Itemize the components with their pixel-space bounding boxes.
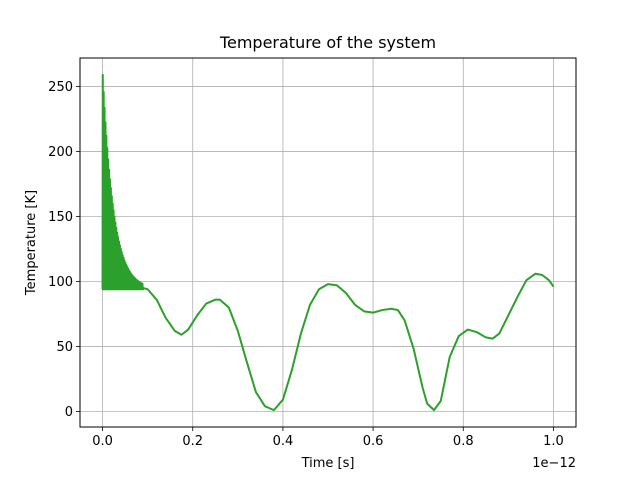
temperature-series-line bbox=[101, 73, 555, 412]
x-tick-label: 0.4 bbox=[273, 434, 294, 449]
axes-frame bbox=[79, 57, 577, 428]
x-tick-label: 0.2 bbox=[182, 434, 203, 449]
x-axis-offset-label: 1e−12 bbox=[532, 456, 576, 471]
y-tick-label: 100 bbox=[48, 275, 73, 290]
y-tick-label: 200 bbox=[48, 145, 73, 160]
plot-area bbox=[101, 73, 555, 412]
grid bbox=[80, 58, 576, 427]
x-tick-label: 1.0 bbox=[543, 434, 564, 449]
x-tick-label: 0.0 bbox=[92, 434, 113, 449]
chart-title: Temperature of the system bbox=[219, 33, 436, 52]
y-tick-label: 250 bbox=[48, 80, 73, 95]
y-tick-label: 150 bbox=[48, 210, 73, 225]
y-tick-label: 0 bbox=[65, 405, 73, 420]
x-tick-label: 0.8 bbox=[453, 434, 474, 449]
x-axis-label: Time [s] bbox=[301, 456, 355, 471]
ticks: 0.0 0.2 0.4 0.6 0.8 1.0 0 50 100 150 200 250 bbox=[48, 80, 564, 449]
y-axis-label: Temperature [K] bbox=[24, 190, 39, 296]
x-tick-label: 0.6 bbox=[363, 434, 384, 449]
y-tick-label: 50 bbox=[56, 340, 73, 355]
